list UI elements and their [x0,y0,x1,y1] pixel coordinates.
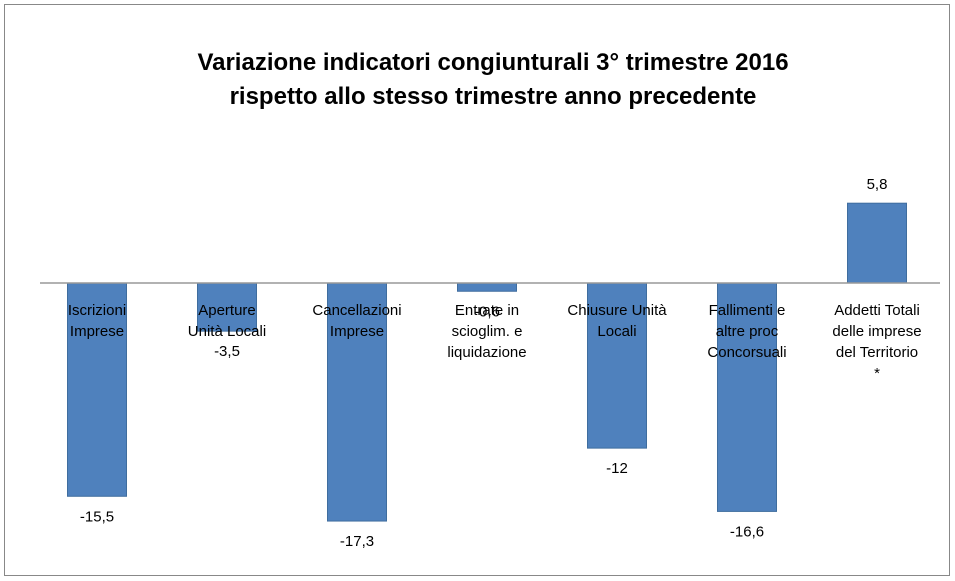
x-tick-label: Cancellazioni Imprese [312,302,401,340]
data-label: 5,8 [867,176,888,193]
bar [717,282,777,512]
x-tick-label: Fallimenti e altre proc Concorsuali [707,302,786,361]
x-tick-label: Aperture Unità Locali [188,302,266,340]
data-label: -16,6 [730,523,764,540]
x-tick-label: Iscrizioni Imprese [68,302,126,340]
x-tick-label: Addetti Totali delle imprese del Territori… [832,302,921,382]
bar [587,282,647,449]
data-label: -17,3 [340,533,374,550]
data-label: -12 [606,460,628,477]
data-label: -15,5 [80,508,114,525]
bar [197,282,257,332]
data-label: -3,5 [214,343,240,360]
x-tick-label: Chiusure Unità Locali [567,302,667,340]
x-tick-label: Entrate in scioglim. e liquidazione [447,302,526,361]
bar [847,202,907,284]
data-label: -0,6 [474,303,500,320]
chart-title: Variazione indicatori congiunturali 3° t… [197,49,788,110]
bar [67,282,127,497]
bar [457,282,517,292]
